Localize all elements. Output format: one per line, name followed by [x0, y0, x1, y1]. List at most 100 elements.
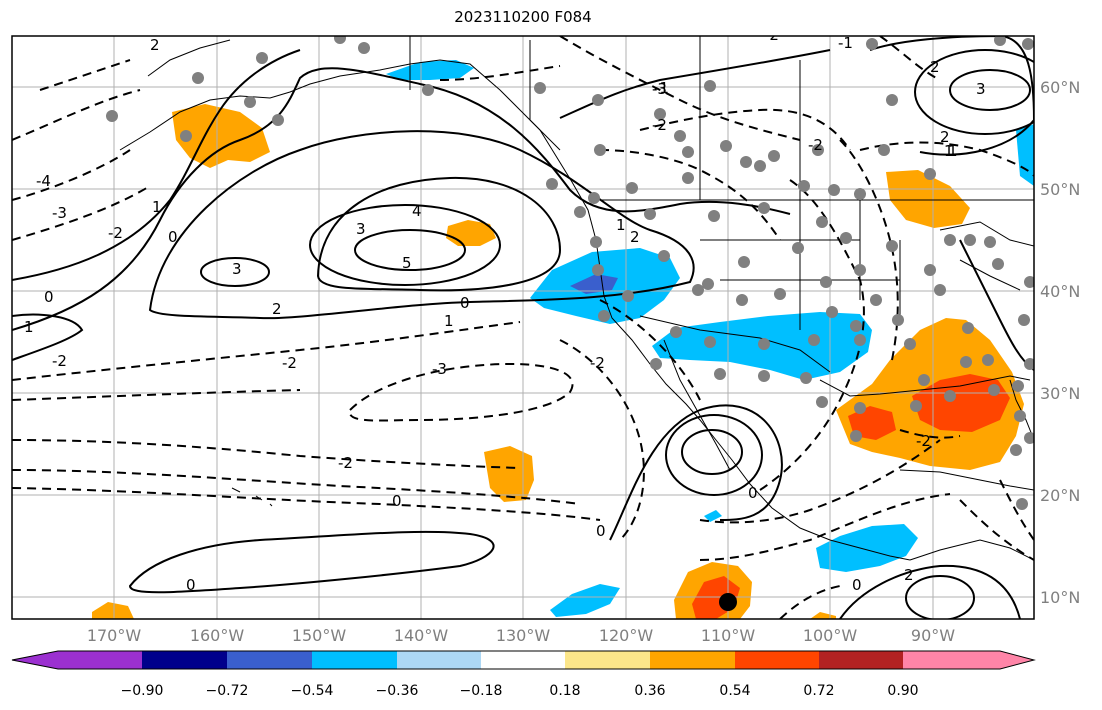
colorbar-tick-label: −0.90 — [121, 683, 164, 699]
colorbar-tick-label: −0.72 — [206, 683, 249, 699]
contour-label: -2 — [590, 354, 605, 372]
contour-ne-mid — [914, 49, 1034, 135]
colorbar-tick-label: 0.90 — [887, 683, 918, 699]
contour-label: -4 — [36, 172, 51, 190]
colorbar-tick-label: −0.36 — [376, 683, 419, 699]
orange-patch-upper-plains — [886, 170, 970, 228]
contour-central-am — [839, 564, 1021, 619]
x-tick-label: 120°W — [599, 626, 654, 645]
blue-patch-california — [570, 274, 618, 294]
dashed-contours — [12, 36, 1034, 619]
contour-label: 5 — [402, 254, 412, 272]
contours — [12, 36, 1034, 619]
contour-label: 0 — [186, 576, 196, 594]
contour-label: 4 — [412, 202, 422, 220]
contour-label: 1 — [616, 216, 626, 234]
x-tick-label: 170°W — [87, 626, 142, 645]
contour-label: 0 — [596, 522, 606, 540]
colorbar-tick-label: 0.36 — [634, 683, 665, 699]
contour-label: -3 — [52, 204, 67, 222]
x-axis-ticks: 170°W 160°W 150°W 140°W 130°W 120°W 110°… — [87, 626, 955, 645]
orange-patch-subtropics — [484, 446, 534, 502]
cyan-patch-hawaii-east — [550, 584, 620, 617]
contour-label: 0 — [852, 576, 862, 594]
contour-label: 2 — [940, 128, 950, 146]
contour-label: -1 — [838, 34, 853, 52]
contour-label: -2 — [282, 354, 297, 372]
contour-low-hawaii — [200, 257, 270, 287]
x-tick-label: 140°W — [394, 626, 449, 645]
contour-label: 2 — [150, 36, 160, 54]
contour-label: -3 — [432, 360, 447, 378]
map-title: 2023110200 F084 — [454, 8, 592, 26]
colorbar-cell — [735, 651, 819, 669]
contour-label: 1 — [948, 142, 958, 160]
colorbar-cell — [142, 651, 227, 669]
y-tick-label: 40°N — [1040, 282, 1080, 301]
contour-labels: -3 -2 0 1 -2 -3 -2 0 3 4 5 3 2 0 -2 -2 -… — [24, 26, 986, 594]
contour-1 — [12, 67, 791, 331]
x-tick-label: 150°W — [292, 626, 347, 645]
orange-patch-sw-corner — [92, 602, 134, 619]
contour-label: -2 — [808, 136, 823, 154]
x-tick-label: 100°W — [803, 626, 858, 645]
colorbar-tick-labels: −0.90 −0.72 −0.54 −0.36 −0.18 0.18 0.36 … — [121, 683, 919, 699]
contour-label: 2 — [904, 566, 914, 584]
cyan-patch-canada — [386, 60, 474, 80]
contour-label: 1 — [944, 142, 954, 160]
contour-label: 2 — [930, 58, 940, 76]
contour-2 — [148, 130, 695, 320]
colorbar-tick-label: −0.18 — [460, 683, 503, 699]
contour-label: -2 — [916, 432, 931, 450]
contour-label: 3 — [976, 80, 986, 98]
contour-label: 0 — [168, 228, 178, 246]
contour-ne-inner — [949, 69, 1031, 111]
contour-west-lobe — [12, 313, 84, 361]
contour-label: 0 — [460, 294, 470, 312]
contour-label: 0 — [392, 492, 402, 510]
contour-label: 0 — [44, 288, 54, 306]
contour-4 — [309, 204, 501, 286]
x-tick-label: 160°W — [190, 626, 245, 645]
colorbar-cell — [819, 651, 903, 669]
cyan-patch-northeast — [1016, 124, 1034, 186]
colorbar-cell — [312, 651, 397, 669]
colorbar-outline — [11, 650, 1036, 670]
y-axis-ticks: 60°N 50°N 40°N 30°N 20°N 10°N — [1040, 78, 1080, 607]
red-patch-gulf-west — [848, 406, 896, 440]
contour-0 — [12, 49, 301, 281]
contour-label: -2 — [652, 116, 667, 134]
contour-label: -2 — [764, 26, 779, 44]
contour-baja-mid — [665, 414, 763, 496]
contour-label: 1 — [444, 312, 454, 330]
colorbar-cell — [481, 651, 565, 669]
colorbar-cell — [227, 651, 312, 669]
contour-label: -3 — [652, 80, 667, 98]
contour-central-am-inner — [905, 575, 975, 619]
contour-ridge-east — [959, 239, 1034, 371]
colorbar: −0.90 −0.72 −0.54 −0.36 −0.18 0.18 0.36 … — [11, 650, 1036, 699]
contour-3 — [316, 176, 562, 292]
y-tick-label: 30°N — [1040, 384, 1080, 403]
colorbar-tick-label: 0.72 — [803, 683, 834, 699]
y-tick-label: 50°N — [1040, 180, 1080, 199]
y-tick-label: 20°N — [1040, 486, 1080, 505]
x-tick-label: 130°W — [496, 626, 551, 645]
x-tick-label: 90°W — [911, 626, 955, 645]
colorbar-cell — [650, 651, 735, 669]
map-frame — [11, 35, 1035, 620]
black-marker — [719, 593, 737, 611]
contour-label: 3 — [232, 260, 242, 278]
station-markers — [106, 36, 1034, 510]
contour-label: -1 — [654, 79, 669, 97]
dashed-minus3-pacific — [348, 362, 574, 422]
contour-label: 1 — [24, 318, 34, 336]
contour-label: 0 — [748, 484, 758, 502]
colorbar-cell — [903, 651, 1034, 669]
contour-label: -2 — [338, 454, 353, 472]
contour-label: 1 — [152, 198, 162, 216]
cyan-patch-central-america — [816, 524, 918, 572]
contour-label: 2 — [630, 228, 640, 246]
contour-label: -2 — [108, 224, 123, 242]
